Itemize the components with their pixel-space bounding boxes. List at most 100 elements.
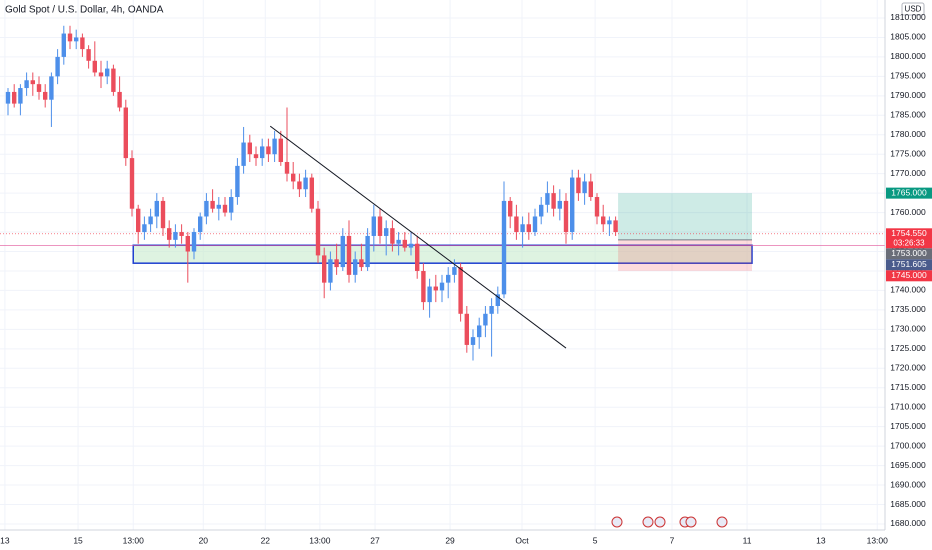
- price-label-box: [886, 228, 932, 249]
- candle-body: [390, 228, 395, 244]
- event-markers: [611, 516, 728, 528]
- candle-body: [594, 197, 600, 217]
- y-tick-label: 1775.000: [890, 148, 926, 158]
- y-tick-label: 1710.000: [890, 401, 926, 411]
- plot: [0, 0, 885, 530]
- x-tick-label: 13: [816, 535, 826, 545]
- candle-body: [526, 224, 532, 233]
- y-tick-label: 1725.000: [890, 343, 926, 353]
- candle-body: [191, 232, 197, 252]
- price-label-box: [886, 248, 932, 260]
- candle-body: [198, 216, 203, 233]
- candle-body: [117, 91, 122, 108]
- x-tick-label: 15: [73, 535, 83, 545]
- y-tick-label: 1730.000: [890, 324, 926, 334]
- target-area: [618, 193, 753, 240]
- candle-body: [160, 200, 166, 229]
- x-tick-label: 27: [370, 535, 380, 545]
- candle-body: [98, 72, 104, 77]
- y-tick-label: 1805.000: [890, 32, 926, 42]
- candle-body: [260, 146, 265, 159]
- candle-body: [501, 200, 507, 295]
- price-label: 1751.605: [891, 259, 927, 269]
- candle-body: [11, 91, 17, 104]
- candle-body: [73, 37, 79, 42]
- x-tick-label: 20: [199, 535, 209, 545]
- candle-body: [36, 84, 42, 92]
- candle-body: [613, 220, 618, 233]
- candle-body: [30, 80, 35, 85]
- y-tick-label: 1790.000: [890, 90, 926, 100]
- candle-body: [371, 216, 377, 236]
- x-tick-label: 29: [445, 535, 455, 545]
- candle-body: [142, 224, 147, 233]
- candle-body: [129, 158, 135, 209]
- x-tick-label: 13:00: [123, 535, 145, 545]
- y-tick-label: 1705.000: [890, 421, 926, 431]
- candle-body: [309, 177, 315, 209]
- candle-body: [179, 232, 184, 236]
- candle-body: [427, 286, 432, 303]
- x-tick-label: Oct: [515, 535, 529, 545]
- candle-body: [253, 154, 259, 159]
- candle-body: [61, 33, 66, 57]
- y-tick-label: 1785.000: [890, 110, 926, 120]
- candle-body: [167, 228, 172, 240]
- x-tick-label: 7: [670, 535, 675, 545]
- chart-title: Gold Spot / U.S. Dollar, 4h, OANDA: [5, 5, 164, 16]
- candle-body: [328, 259, 333, 283]
- candle-body: [173, 232, 178, 240]
- candle-body: [229, 197, 234, 213]
- price-label-box: [886, 259, 932, 271]
- candle-body: [204, 200, 209, 217]
- candle-body: [532, 216, 538, 233]
- candle-body: [470, 337, 476, 345]
- x-tick-label: 13:00: [309, 535, 331, 545]
- candle-body: [340, 235, 346, 268]
- candle-body: [111, 68, 116, 92]
- event-marker: [611, 516, 623, 528]
- trend-line: [269, 125, 567, 349]
- candle-body: [18, 88, 23, 104]
- event-marker: [642, 516, 654, 528]
- candle-body: [464, 313, 470, 345]
- y-tick-label: 1690.000: [890, 479, 926, 489]
- candle-body: [104, 68, 110, 77]
- candle-body: [154, 200, 160, 217]
- y-tick-label: 1700.000: [890, 440, 926, 450]
- y-tick-label: 1685.000: [890, 499, 926, 509]
- y-tick-label: 1715.000: [890, 382, 926, 392]
- x-tick-label: 22: [261, 535, 271, 545]
- candle-body: [551, 193, 556, 209]
- candle-body: [545, 193, 550, 205]
- y-tick-label: 1810.000: [890, 12, 926, 22]
- stop-area: [618, 239, 753, 271]
- event-marker: [654, 516, 666, 528]
- price-label: 1754.550: [891, 228, 927, 238]
- candle-body: [346, 235, 352, 275]
- candle-body: [42, 91, 48, 100]
- y-tick-label: 1740.000: [890, 285, 926, 295]
- x-tick-label: 13: [0, 535, 10, 545]
- candle-body: [495, 294, 501, 307]
- y-tick-label: 1695.000: [890, 460, 926, 470]
- candle-body: [334, 259, 339, 268]
- currency-box: [901, 2, 925, 16]
- candle-body: [216, 204, 222, 209]
- candle-body: [291, 173, 296, 182]
- candle-body: [24, 80, 29, 89]
- price-label: 1753.000: [891, 248, 927, 258]
- y-tick-label: 1760.000: [890, 207, 926, 217]
- candle-body: [322, 255, 327, 283]
- price-label-box: [886, 270, 932, 282]
- candle-body: [452, 267, 457, 275]
- y-tick-label: 1795.000: [890, 71, 926, 81]
- y-tick-label: 1770.000: [890, 168, 926, 178]
- candle-body: [607, 220, 612, 225]
- candle-body: [576, 177, 581, 194]
- candle-body: [483, 313, 488, 326]
- candle-body: [539, 204, 544, 217]
- candle-body: [86, 49, 91, 61]
- candle-body: [247, 142, 253, 155]
- x-tick-label: 5: [593, 535, 598, 545]
